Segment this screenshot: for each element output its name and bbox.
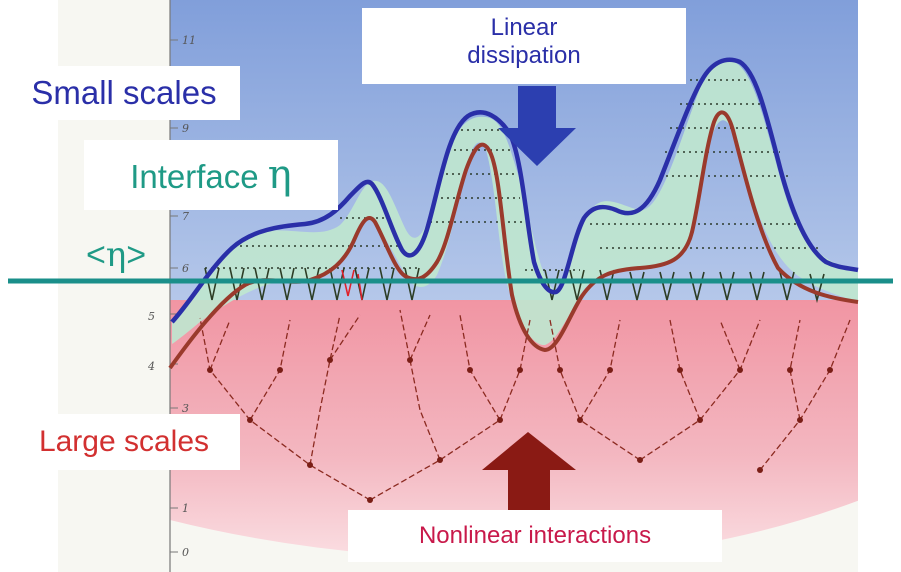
interface-level-lines bbox=[205, 79, 820, 271]
interface-label: Interface η bbox=[84, 140, 338, 210]
linear-dissipation-label: Linear dissipation bbox=[362, 8, 686, 84]
linear-dissipation-line2: dissipation bbox=[467, 41, 581, 69]
nonlinear-interactions-arrow-icon bbox=[482, 432, 576, 512]
nonlinear-interactions-label: Nonlinear interactions bbox=[348, 510, 722, 562]
tick-label: 6 bbox=[182, 262, 189, 275]
mean-close-bracket: > bbox=[126, 236, 147, 274]
interface-band bbox=[172, 60, 858, 346]
tick-label: 1 bbox=[182, 502, 189, 515]
large-scales-text: Large scales bbox=[38, 425, 210, 458]
ruler-ticks bbox=[170, 39, 178, 553]
linear-dissipation-line1: Linear bbox=[490, 14, 558, 41]
tick-label: 3 bbox=[182, 402, 189, 415]
mean-open-bracket: < bbox=[85, 236, 106, 274]
mean-eta-symbol: η bbox=[105, 235, 127, 275]
tick-label: 9 bbox=[182, 122, 189, 135]
interface-eta-symbol: η bbox=[267, 152, 292, 198]
tick-label: 4 bbox=[147, 360, 155, 373]
interface-text: Interface bbox=[130, 158, 268, 195]
tick-label: 11 bbox=[182, 34, 196, 47]
linear-dissipation-arrow-icon bbox=[498, 86, 576, 166]
small-scales-label: Small scales bbox=[8, 66, 240, 120]
large-scales-label: Large scales bbox=[8, 414, 240, 470]
ruler-tick-labels: 11 9 7 6 5 4 3 1 0 bbox=[147, 34, 196, 559]
cascade-nodes bbox=[207, 357, 833, 503]
large-scales-wash bbox=[170, 300, 858, 560]
tick-label: 5 bbox=[148, 310, 155, 323]
tick-label: 0 bbox=[182, 546, 189, 559]
mean-interface-label: <η> bbox=[60, 238, 172, 272]
small-scales-text: Small scales bbox=[31, 74, 217, 111]
large-scale-curve bbox=[168, 110, 859, 370]
small-scale-curve bbox=[170, 57, 859, 324]
tick-label: 7 bbox=[182, 210, 189, 223]
nonlinear-interactions-text: Nonlinear interactions bbox=[418, 522, 652, 549]
